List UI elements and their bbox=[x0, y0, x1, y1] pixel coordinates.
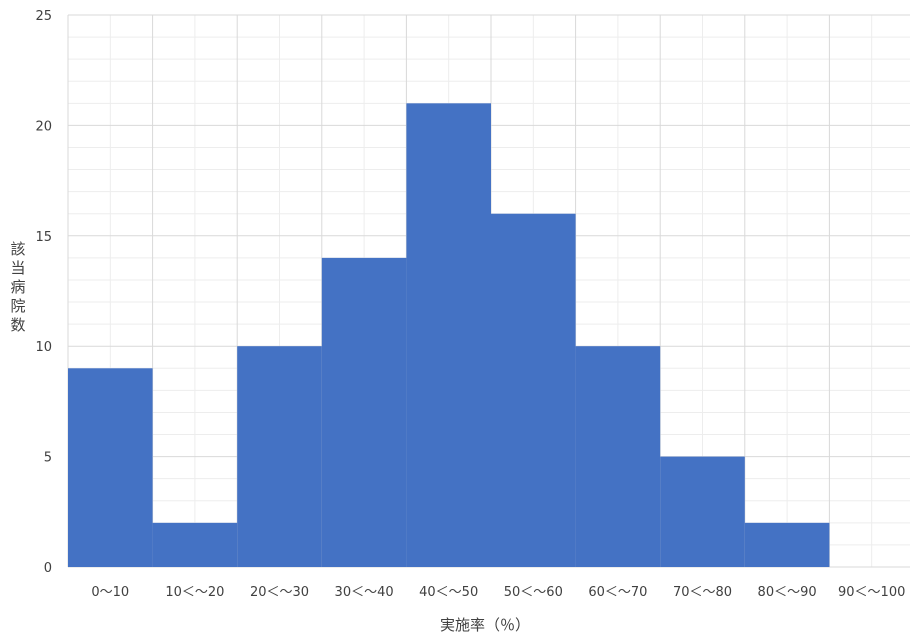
x-tick-label: 30＜～40 bbox=[335, 585, 394, 600]
y-tick-label: 5 bbox=[44, 451, 52, 466]
x-axis-title: 実施率（％） bbox=[440, 616, 530, 634]
y-tick-label: 15 bbox=[35, 230, 52, 245]
y-tick-label: 20 bbox=[35, 119, 52, 134]
bar-6 bbox=[575, 346, 661, 567]
y-tick-label: 0 bbox=[44, 561, 52, 576]
bar-3 bbox=[321, 257, 407, 567]
bar-1 bbox=[152, 522, 238, 567]
bar-8 bbox=[744, 522, 830, 567]
y-tick-labels: 0 5 10 15 20 25 bbox=[35, 9, 52, 576]
y-tick-label: 10 bbox=[35, 340, 52, 355]
bar-4 bbox=[406, 103, 491, 567]
x-tick-label: 90＜～100 bbox=[838, 585, 905, 600]
y-axis-title: 該当病院数 bbox=[10, 240, 25, 334]
x-tick-label: 20＜～30 bbox=[250, 585, 309, 600]
x-tick-labels: 0～10 10＜～20 20＜～30 30＜～40 40＜～50 50＜～60 60＜～70… bbox=[91, 585, 905, 600]
bar-2 bbox=[237, 346, 322, 567]
x-tick-label: 50＜～60 bbox=[504, 585, 563, 600]
x-tick-label: 40＜～50 bbox=[419, 585, 478, 600]
x-tick-label: 60＜～70 bbox=[588, 585, 647, 600]
bar-0 bbox=[68, 368, 153, 567]
x-tick-label: 70＜～80 bbox=[673, 585, 732, 600]
bar-7 bbox=[660, 456, 745, 567]
x-tick-label: 0～10 bbox=[91, 585, 129, 600]
bar-5 bbox=[491, 213, 576, 567]
y-tick-label: 25 bbox=[35, 9, 52, 24]
bars bbox=[68, 103, 830, 567]
x-tick-label: 10＜～20 bbox=[165, 585, 224, 600]
x-tick-label: 80＜～90 bbox=[758, 585, 817, 600]
